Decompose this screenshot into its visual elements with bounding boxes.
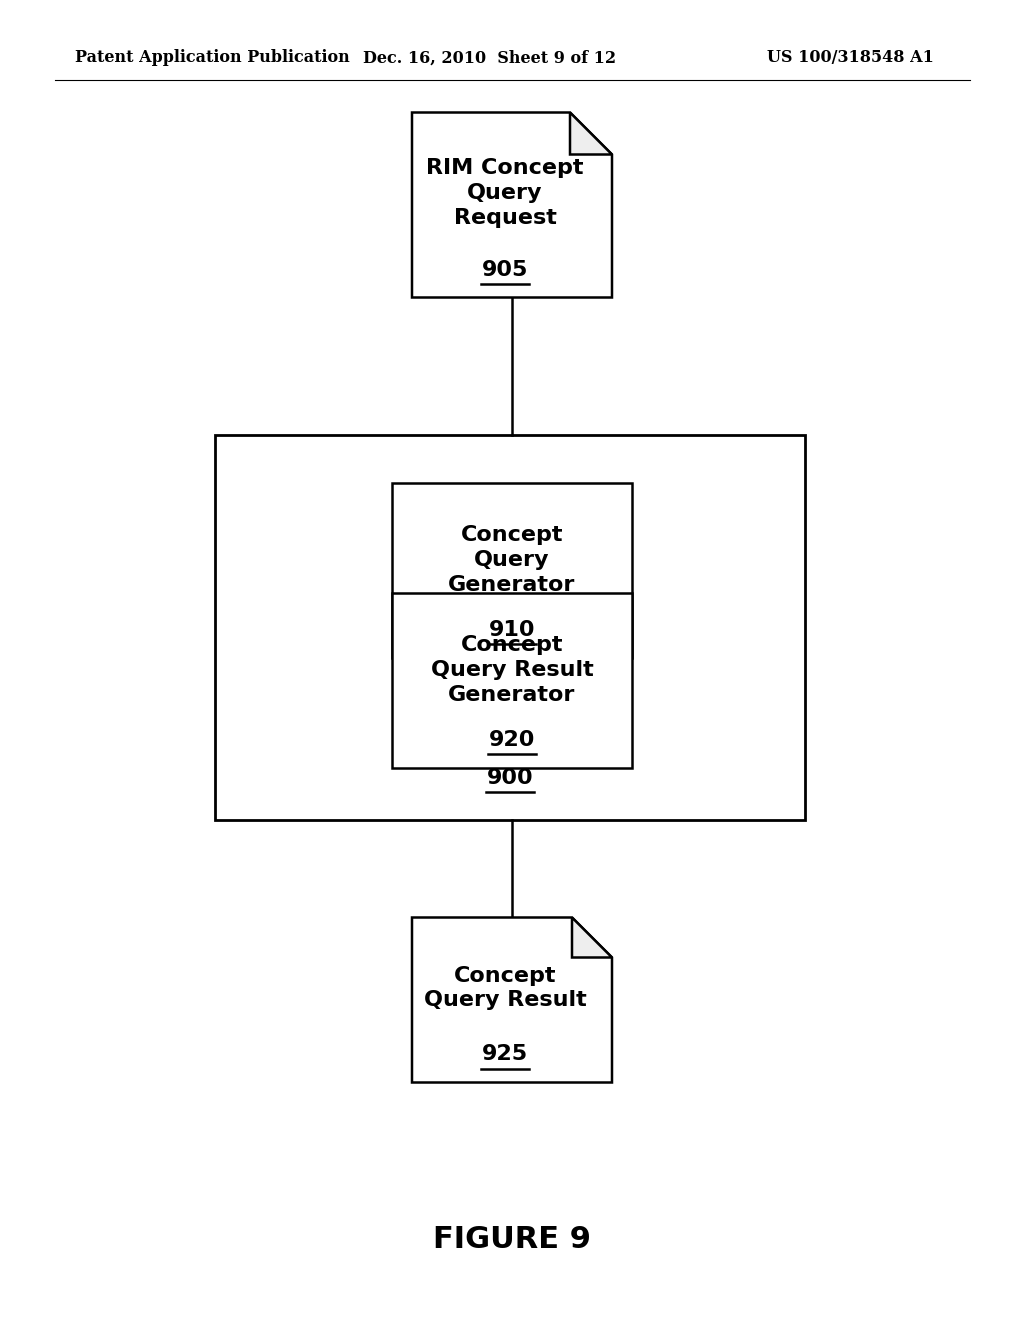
Text: US 100/318548 A1: US 100/318548 A1 — [767, 49, 934, 66]
Polygon shape — [572, 917, 612, 957]
Text: 920: 920 — [488, 730, 536, 750]
Text: Patent Application Publication: Patent Application Publication — [75, 49, 350, 66]
Text: FIGURE 9: FIGURE 9 — [433, 1225, 591, 1254]
Text: 900: 900 — [486, 768, 534, 788]
Polygon shape — [412, 112, 612, 297]
Bar — [392, 593, 632, 767]
Bar — [215, 436, 805, 820]
Polygon shape — [570, 112, 612, 154]
Text: Concept
Query Result: Concept Query Result — [424, 966, 587, 1010]
Text: Dec. 16, 2010  Sheet 9 of 12: Dec. 16, 2010 Sheet 9 of 12 — [364, 49, 616, 66]
Text: Concept Query
System: Concept Query System — [417, 713, 603, 758]
Text: 910: 910 — [488, 619, 536, 639]
Text: RIM Concept
Query
Request: RIM Concept Query Request — [426, 158, 584, 228]
Text: 905: 905 — [482, 260, 528, 280]
Text: Concept
Query
Generator: Concept Query Generator — [449, 525, 575, 595]
Bar — [392, 483, 632, 657]
Text: Concept
Query Result
Generator: Concept Query Result Generator — [431, 635, 593, 705]
Text: 925: 925 — [482, 1044, 528, 1064]
Polygon shape — [412, 917, 612, 1082]
